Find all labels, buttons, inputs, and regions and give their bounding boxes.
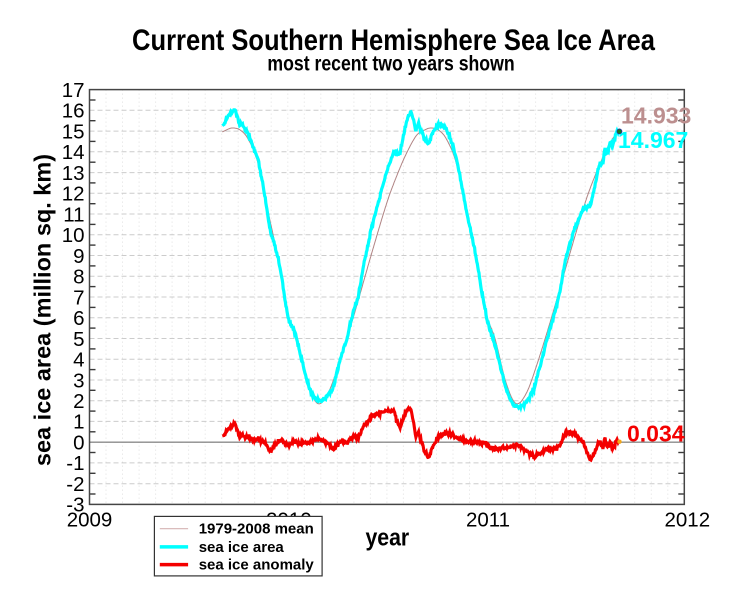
svg-text:14: 14 — [62, 141, 85, 164]
svg-text:3: 3 — [73, 369, 84, 392]
svg-text:1979-2008 mean: 1979-2008 mean — [199, 521, 314, 538]
svg-text:6: 6 — [73, 307, 84, 330]
svg-text:17: 17 — [62, 79, 85, 102]
svg-text:14.933: 14.933 — [621, 103, 691, 129]
svg-text:4: 4 — [73, 349, 84, 372]
svg-text:9: 9 — [73, 245, 84, 268]
svg-text:16: 16 — [62, 100, 85, 123]
svg-text:2012: 2012 — [664, 508, 710, 531]
svg-text:most recent two years shown: most recent two years shown — [267, 52, 514, 76]
svg-text:7: 7 — [73, 286, 84, 309]
svg-text:-2: -2 — [66, 473, 84, 496]
svg-text:14.967: 14.967 — [618, 127, 688, 153]
svg-text:1: 1 — [73, 411, 84, 434]
svg-text:13: 13 — [62, 162, 85, 185]
svg-text:12: 12 — [62, 183, 85, 206]
svg-text:sea ice area: sea ice area — [199, 539, 285, 556]
svg-text:0.034: 0.034 — [627, 421, 685, 447]
svg-text:sea ice area (million sq. km): sea ice area (million sq. km) — [30, 154, 56, 466]
svg-text:0: 0 — [73, 432, 84, 455]
svg-text:8: 8 — [73, 266, 84, 289]
svg-text:11: 11 — [63, 203, 84, 226]
svg-text:Current Southern Hemisphere Se: Current Southern Hemisphere Sea Ice Area — [132, 23, 655, 56]
svg-text:-3: -3 — [66, 494, 84, 517]
svg-text:2: 2 — [73, 390, 84, 413]
svg-text:2009: 2009 — [67, 508, 113, 531]
svg-text:15: 15 — [62, 120, 85, 143]
svg-text:year: year — [365, 524, 409, 550]
svg-text:5: 5 — [73, 328, 84, 351]
svg-text:sea ice anomaly: sea ice anomaly — [199, 557, 315, 574]
svg-text:10: 10 — [62, 224, 85, 247]
svg-text:-1: -1 — [66, 452, 84, 475]
svg-text:2011: 2011 — [466, 508, 510, 531]
